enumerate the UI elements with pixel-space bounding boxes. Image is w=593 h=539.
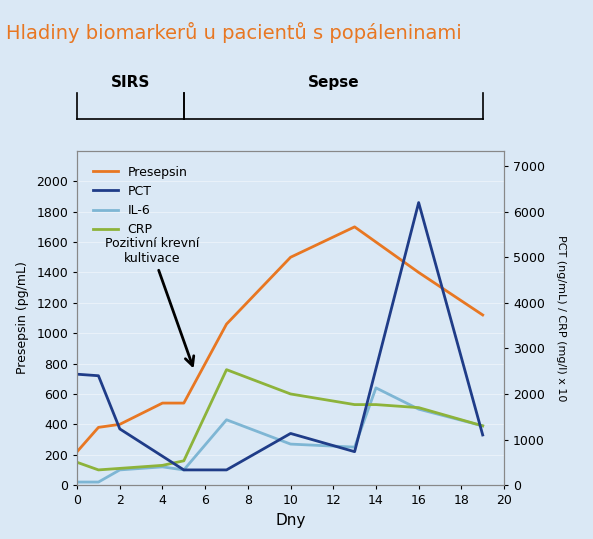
Legend: Presepsin, PCT, IL-6, CRP: Presepsin, PCT, IL-6, CRP	[88, 161, 193, 241]
Text: Hladiny biomarkerů u pacientů s popáleninami: Hladiny biomarkerů u pacientů s popáleni…	[6, 22, 462, 43]
X-axis label: Dny: Dny	[275, 513, 306, 528]
Text: Pozitivní krevní
kultivace: Pozitivní krevní kultivace	[104, 237, 199, 365]
Y-axis label: Presepsin (pg/mL): Presepsin (pg/mL)	[16, 261, 29, 375]
Text: SIRS: SIRS	[111, 75, 150, 89]
Text: Sepse: Sepse	[307, 75, 359, 89]
Y-axis label: PCT (ng/mL) / CRP (mg/l) x 10: PCT (ng/mL) / CRP (mg/l) x 10	[556, 235, 566, 401]
